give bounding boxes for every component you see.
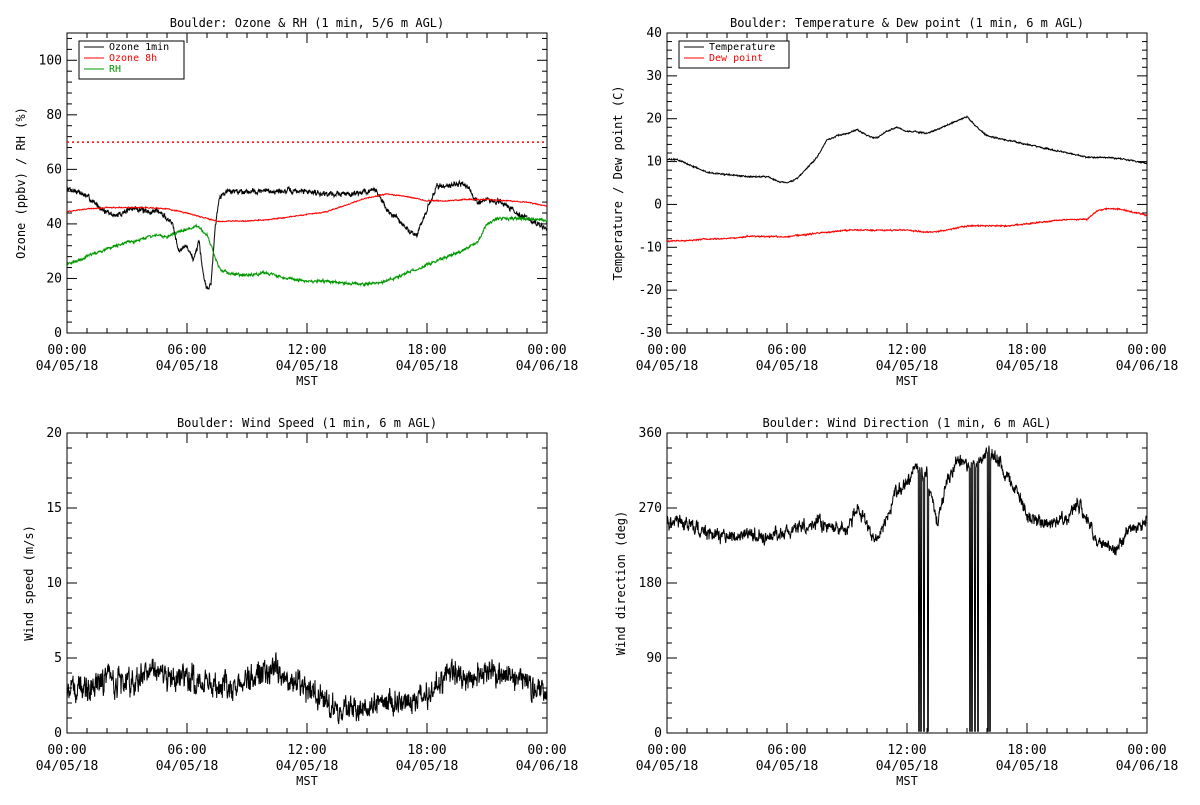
y-tick-label: 20 [646,112,662,127]
y-tick-label: 360 [639,426,662,441]
series-line-2 [667,207,1147,243]
x-tick-label-date: 04/06/18 [1116,759,1179,774]
series-line-1 [67,652,547,725]
legend-label: Temperature [709,42,775,53]
y-axis-label: Wind speed (m/s) [22,525,36,641]
series-line-1 [67,179,547,290]
y-tick-label: -20 [639,283,662,298]
x-tick-label-date: 04/05/18 [36,759,99,774]
y-tick-label: 30 [646,69,662,84]
chart-title: Boulder: Wind Direction (1 min, 6 m AGL) [763,416,1052,430]
y-axis-label: Ozone (ppbv) / RH (%) [14,107,28,259]
x-tick-label-time: 00:00 [647,743,686,758]
y-tick-label: 0 [654,197,662,212]
panel-wind-speed: Boulder: Wind Speed (1 min, 6 m AGL) Win… [22,416,578,788]
x-tick-label-date: 04/05/18 [156,759,219,774]
series-line-1 [667,114,1147,184]
y-tick-label: -10 [639,240,662,255]
x-tick-label-time: 00:00 [1127,343,1166,358]
legend-label: Ozone 8h [109,53,157,64]
y-tick-label: 0 [54,726,62,741]
x-tick-label-date: 04/06/18 [516,359,579,374]
panel-temperature-dewpoint: Boulder: Temperature & Dew point (1 min,… [611,16,1178,388]
panel-ozone-rh: Boulder: Ozone & RH (1 min, 5/6 m AGL) O… [14,16,578,388]
x-tick-label-time: 18:00 [1007,743,1046,758]
x-tick-label-date: 04/05/18 [756,759,819,774]
x-axis-label: MST [296,374,318,388]
x-axis-label: MST [896,774,918,788]
x-tick-label-time: 06:00 [767,343,806,358]
x-tick-label-time: 00:00 [47,343,86,358]
x-tick-label-date: 04/05/18 [996,759,1059,774]
y-axis-label: Wind direction (deg) [614,511,628,656]
x-tick-label-date: 04/05/18 [996,359,1059,374]
y-tick-label: 100 [39,53,62,68]
x-tick-label-time: 12:00 [887,343,926,358]
y-tick-label: 5 [54,651,62,666]
y-tick-label: 0 [54,326,62,341]
x-tick-label-time: 00:00 [527,343,566,358]
y-tick-label: 0 [654,726,662,741]
chart-title: Boulder: Ozone & RH (1 min, 5/6 m AGL) [170,16,445,30]
x-tick-label-time: 06:00 [167,743,206,758]
x-tick-label-date: 04/05/18 [276,759,339,774]
x-tick-label-date: 04/05/18 [876,359,939,374]
x-tick-label-time: 00:00 [47,743,86,758]
y-tick-label: 60 [46,162,62,177]
legend-box [678,40,790,69]
x-tick-label-time: 12:00 [287,743,326,758]
panel-wind-direction: Boulder: Wind Direction (1 min, 6 m AGL)… [614,416,1178,788]
x-tick-label-time: 12:00 [887,743,926,758]
x-tick-label-date: 04/05/18 [876,759,939,774]
x-tick-label-date: 04/05/18 [396,759,459,774]
x-tick-label-time: 00:00 [1127,743,1166,758]
x-tick-label-date: 04/05/18 [36,359,99,374]
x-tick-label-date: 04/06/18 [516,759,579,774]
y-tick-label: 20 [46,271,62,286]
y-tick-label: 10 [46,576,62,591]
x-tick-label-date: 04/05/18 [636,359,699,374]
x-tick-label-date: 04/05/18 [396,359,459,374]
legend-label: Dew point [709,53,763,64]
x-tick-label-date: 04/06/18 [1116,359,1179,374]
x-tick-label-date: 04/05/18 [156,359,219,374]
y-tick-label: 270 [639,501,662,516]
y-tick-label: 90 [646,651,662,666]
x-tick-label-date: 04/05/18 [636,759,699,774]
y-tick-label: 15 [46,501,62,516]
x-tick-label-time: 00:00 [647,343,686,358]
y-tick-label: 20 [46,426,62,441]
legend-label: RH [109,64,121,75]
y-tick-label: 10 [646,155,662,170]
x-tick-label-time: 18:00 [1007,343,1046,358]
x-axis-label: MST [296,774,318,788]
x-tick-label-time: 06:00 [767,743,806,758]
x-tick-label-date: 04/05/18 [276,359,339,374]
y-axis-label: Temperature / Dew point (C) [611,85,625,280]
x-tick-label-time: 06:00 [167,343,206,358]
series-line-1 [667,445,1147,732]
legend-label: Ozone 1min [109,42,169,53]
y-tick-label: 180 [639,576,662,591]
x-tick-label-time: 00:00 [527,743,566,758]
x-tick-label-time: 18:00 [407,343,446,358]
chart-title: Boulder: Wind Speed (1 min, 6 m AGL) [177,416,437,430]
y-tick-label: 40 [646,26,662,41]
x-tick-label-date: 04/05/18 [756,359,819,374]
y-tick-label: 40 [46,217,62,232]
x-tick-label-time: 12:00 [287,343,326,358]
chart-title: Boulder: Temperature & Dew point (1 min,… [730,16,1084,30]
series-line-3 [67,215,547,288]
y-tick-label: 80 [46,108,62,123]
series-line-2 [67,193,547,223]
x-tick-label-time: 18:00 [407,743,446,758]
y-tick-label: -30 [639,326,662,341]
x-axis-label: MST [896,374,918,388]
